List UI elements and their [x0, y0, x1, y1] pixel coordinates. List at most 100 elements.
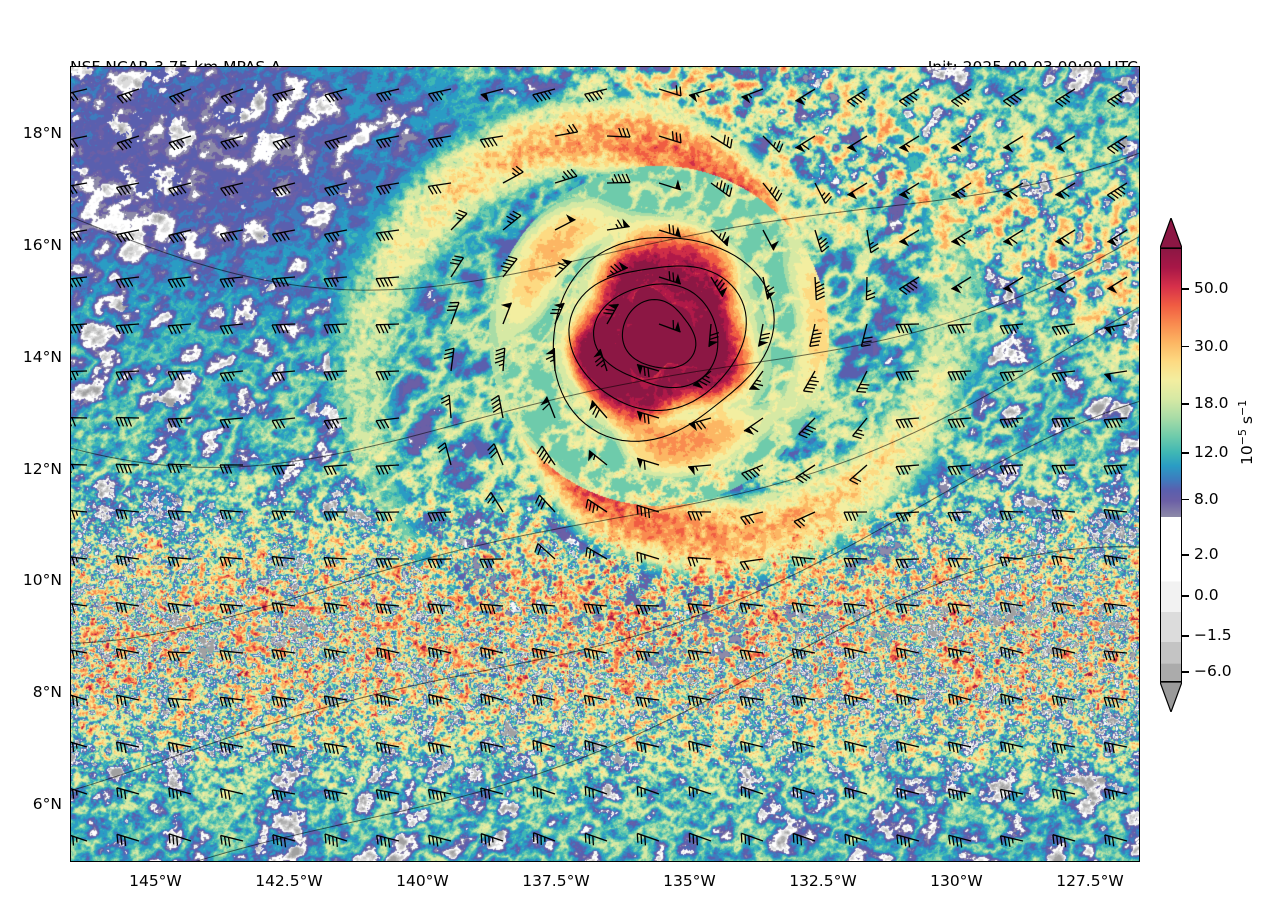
y-tick-label-6: 6°N: [32, 795, 62, 814]
colorbar-tick-label-0: 50.0: [1194, 279, 1229, 298]
wind-barb: [502, 210, 522, 231]
wind-barb: [792, 786, 816, 800]
wind-barb: [219, 650, 244, 661]
wind-barb: [323, 695, 348, 708]
y-tick-mark: [70, 358, 71, 359]
wind-barb: [545, 347, 556, 372]
wind-barb: [271, 276, 296, 288]
wind-barb: [791, 556, 816, 567]
wind-barb: [688, 832, 712, 846]
wind-barb: [739, 695, 764, 707]
wind-barb: [116, 135, 140, 151]
wind-barb: [1103, 464, 1128, 475]
wind-barb: [999, 601, 1024, 613]
wind-barb: [1055, 88, 1076, 107]
wind-barb: [606, 261, 629, 278]
wind-barb: [479, 647, 504, 659]
wind-barb: [115, 370, 140, 381]
height-contour: [621, 299, 697, 369]
wind-barb: [1051, 464, 1076, 475]
x-tick-label-6: 130°W: [930, 872, 983, 890]
wind-barb: [593, 348, 608, 372]
wind-barb: [688, 786, 712, 798]
wind-barb: [899, 276, 920, 295]
wind-barb: [479, 135, 504, 148]
wind-barb: [271, 323, 296, 334]
wind-barb: [1103, 417, 1128, 429]
wind-barb: [167, 323, 192, 335]
wind-barb: [947, 788, 972, 801]
wind-barb: [606, 173, 631, 184]
wind-barb: [1003, 229, 1024, 247]
x-tick-mark: [957, 861, 958, 862]
wind-barb: [428, 834, 452, 847]
wind-barb: [115, 182, 140, 196]
wind-barb: [427, 558, 452, 569]
wind-barb: [115, 601, 140, 614]
wind-barb: [167, 463, 192, 474]
wind-barb: [485, 492, 504, 513]
x-tick-mark: [290, 861, 291, 862]
wind-barb: [168, 182, 192, 197]
wind-barb: [375, 603, 400, 615]
wind-barb: [687, 603, 712, 614]
wind-barb: [480, 787, 504, 800]
wind-barb: [532, 786, 556, 799]
wind-barb: [792, 832, 816, 846]
wind-barb: [687, 556, 712, 567]
colorbar-tick: [1182, 635, 1189, 637]
wind-barb: [844, 833, 868, 846]
wind-barb: [583, 603, 608, 615]
wind-barb: [167, 510, 192, 521]
colorbar-tick: [1182, 288, 1189, 290]
wind-barb: [1003, 182, 1024, 200]
wind-barb: [376, 834, 400, 848]
wind-barb: [658, 320, 681, 333]
wind-barb: [793, 511, 816, 529]
wind-barb: [115, 229, 140, 243]
wind-barb: [1103, 554, 1128, 566]
wind-barb: [71, 229, 88, 242]
wind-barb: [427, 135, 452, 149]
wind-barb: [895, 464, 920, 476]
colorbar-gradient: [1160, 248, 1182, 682]
wind-barb: [658, 179, 682, 191]
wind-barb: [272, 182, 296, 197]
wind-barb: [757, 323, 771, 347]
wind-barb: [710, 276, 728, 298]
wind-barb: [168, 787, 192, 800]
wind-barb: [688, 740, 712, 753]
wind-barb: [584, 88, 608, 103]
colorbar-tick-label-3: 12.0: [1194, 442, 1229, 461]
wind-barb: [688, 417, 712, 432]
wind-barb: [219, 603, 244, 614]
wind-barb: [271, 417, 296, 430]
wind-barb: [748, 370, 764, 391]
wind-barb: [688, 88, 712, 103]
y-tick-mark: [70, 693, 71, 694]
colorbar-extend-bottom: [1160, 682, 1182, 712]
wind-barb: [219, 696, 244, 708]
wind-barb: [169, 88, 192, 105]
wind-barb: [1104, 323, 1128, 336]
wind-barb: [427, 182, 452, 195]
wind-barb: [1051, 509, 1076, 520]
wind-barb: [375, 741, 400, 755]
wind-barb: [999, 323, 1024, 335]
wind-barb: [271, 789, 296, 801]
wind-barb: [1051, 602, 1076, 614]
wind-barb: [1103, 788, 1128, 800]
wind-barb: [636, 832, 660, 846]
wind-barb: [843, 511, 868, 521]
wind-barb: [762, 229, 779, 251]
height-contour: [195, 546, 1139, 861]
wind-barb: [272, 135, 296, 151]
wind-barb: [534, 543, 556, 560]
wind-barb: [323, 789, 348, 802]
x-tick-mark: [690, 861, 691, 862]
y-tick-label-1: 16°N: [22, 235, 62, 254]
wind-barb: [947, 741, 972, 754]
wind-barb: [71, 692, 88, 707]
colorbar-tick: [1182, 671, 1189, 673]
x-tick-mark: [156, 861, 157, 862]
